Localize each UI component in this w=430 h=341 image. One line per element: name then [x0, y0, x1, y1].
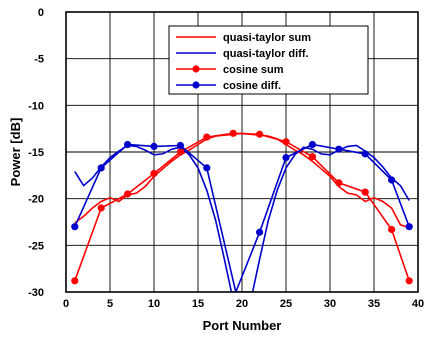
data-point: [388, 176, 396, 184]
legend-marker: [192, 81, 200, 89]
x-tick-label: 0: [63, 298, 69, 310]
data-point: [405, 223, 413, 231]
y-tick-label: -5: [34, 54, 44, 66]
data-point: [335, 145, 343, 153]
data-point: [176, 141, 184, 150]
legend-marker: [192, 65, 200, 73]
data-point: [176, 148, 184, 156]
y-tick-label: -20: [28, 194, 44, 206]
data-point: [405, 277, 413, 285]
legend: quasi-taylor sum quasi-taylor diff. cosine…: [168, 25, 369, 95]
data-point: [203, 133, 211, 141]
data-point: [282, 138, 290, 146]
series-3: [71, 140, 413, 292]
x-tick-label: 5: [107, 298, 113, 310]
data-point: [229, 129, 237, 137]
legend-entry: cosine diff.: [176, 80, 281, 92]
data-point: [97, 204, 105, 212]
x-tick-label: 30: [324, 298, 336, 310]
plot-frame: [65, 11, 419, 293]
y-tick-label: -25: [28, 240, 44, 252]
tick-labels: 0 5 10 15 20 25 30 35 40 0 -5 -10 -15 -20 -25 -30: [28, 7, 424, 310]
data-point: [97, 164, 105, 172]
legend-entry: quasi-taylor sum: [176, 32, 311, 44]
y-tick-label: -30: [28, 287, 44, 299]
series-line: [74, 132, 410, 282]
data-point: [203, 164, 211, 172]
legend-entry: quasi-taylor diff.: [176, 48, 309, 60]
x-tick-label: 25: [280, 298, 292, 310]
legend-label: quasi-taylor sum: [223, 32, 311, 44]
series-layer: [71, 129, 413, 292]
legend-entry: cosine sum: [176, 64, 284, 76]
x-tick-label: 40: [412, 298, 424, 310]
data-point: [124, 190, 132, 198]
x-tick-label: 10: [148, 298, 160, 310]
legend-label: cosine sum: [223, 64, 284, 76]
data-point: [150, 142, 158, 150]
x-axis-label: Port Number: [203, 318, 282, 333]
data-point: [388, 225, 396, 234]
data-point: [308, 153, 316, 161]
x-tick-label: 20: [236, 298, 248, 310]
data-point: [335, 179, 343, 187]
data-point: [361, 150, 369, 158]
y-axis-label: Power [dB]: [8, 118, 23, 187]
data-point: [71, 223, 79, 231]
x-tick-label: 35: [368, 298, 380, 310]
data-point: [308, 140, 316, 149]
data-point: [256, 228, 264, 236]
data-point: [361, 188, 369, 196]
x-tick-label: 15: [192, 298, 204, 310]
data-point: [71, 277, 79, 285]
y-tick-label: -15: [28, 147, 44, 159]
series-2: [71, 129, 413, 285]
legend-label: quasi-taylor diff.: [223, 48, 309, 60]
data-point: [150, 169, 158, 178]
data-point: [256, 130, 264, 138]
data-point: [124, 140, 132, 149]
legend-label: cosine diff.: [223, 80, 281, 92]
data-point: [282, 154, 290, 162]
series-line: [74, 143, 410, 292]
y-tick-label: 0: [38, 7, 44, 19]
y-tick-label: -10: [28, 100, 44, 112]
